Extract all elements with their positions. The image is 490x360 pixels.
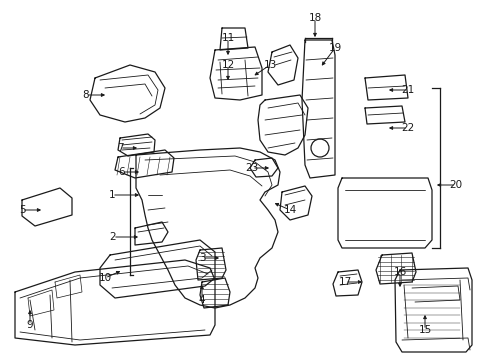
Text: 15: 15 bbox=[418, 325, 432, 335]
Text: 19: 19 bbox=[328, 43, 342, 53]
Text: 2: 2 bbox=[110, 232, 116, 242]
Text: 14: 14 bbox=[283, 205, 296, 215]
Text: 9: 9 bbox=[26, 320, 33, 330]
Text: 23: 23 bbox=[245, 163, 259, 173]
Text: 3: 3 bbox=[198, 253, 205, 263]
Text: 13: 13 bbox=[264, 60, 277, 70]
Text: 10: 10 bbox=[98, 273, 112, 283]
Text: 22: 22 bbox=[401, 123, 415, 133]
Text: 17: 17 bbox=[339, 277, 352, 287]
Text: 1: 1 bbox=[109, 190, 115, 200]
Text: 12: 12 bbox=[221, 60, 235, 70]
Text: 7: 7 bbox=[117, 143, 123, 153]
Text: 20: 20 bbox=[449, 180, 463, 190]
Text: 16: 16 bbox=[393, 267, 407, 277]
Text: 11: 11 bbox=[221, 33, 235, 43]
Text: 4: 4 bbox=[198, 295, 205, 305]
Text: 6: 6 bbox=[119, 167, 125, 177]
Text: 8: 8 bbox=[83, 90, 89, 100]
Text: 5: 5 bbox=[19, 205, 25, 215]
Text: 18: 18 bbox=[308, 13, 321, 23]
Text: 21: 21 bbox=[401, 85, 415, 95]
